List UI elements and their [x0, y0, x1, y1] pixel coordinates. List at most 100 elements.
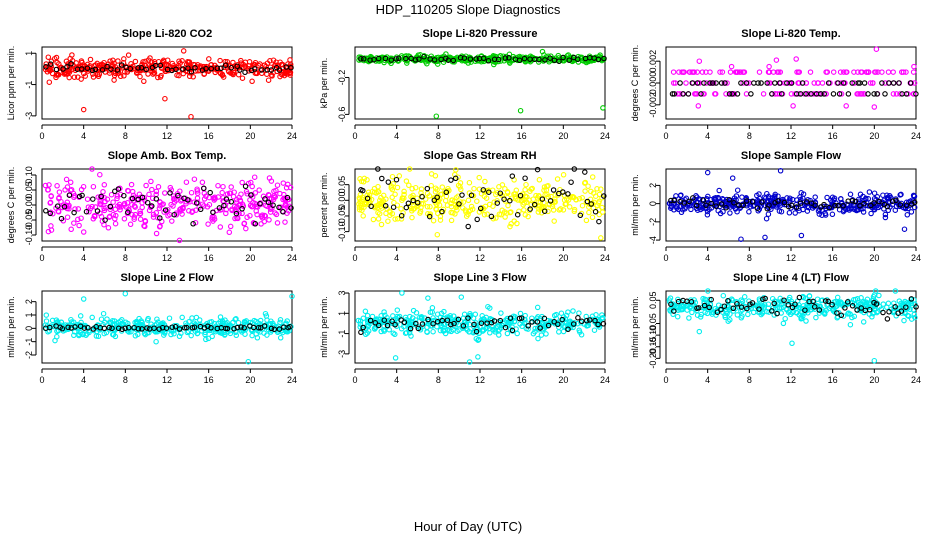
data-point	[72, 206, 78, 212]
data-point	[432, 173, 439, 179]
panel-title: Slope Gas Stream RH	[423, 150, 536, 162]
panel-9: Slope Line 4 (LT) Flow 0 4 8 12 16 20 24 0.05 -0.…	[630, 272, 921, 385]
data-point	[277, 317, 284, 323]
data-point	[734, 187, 741, 193]
data-point	[161, 332, 167, 338]
data-point	[148, 178, 154, 185]
data-point	[756, 69, 763, 75]
data-point	[76, 322, 83, 328]
x-tick-label: 0	[352, 253, 357, 263]
x-tick-label: 8	[747, 131, 752, 141]
baseline-point	[525, 323, 531, 329]
data-point	[98, 316, 105, 322]
x-tick-label: 16	[204, 375, 214, 385]
baseline-point	[582, 169, 588, 175]
baseline-point	[392, 321, 398, 328]
baseline-point	[601, 193, 607, 199]
data-point	[421, 56, 428, 63]
data-point	[284, 318, 290, 324]
baseline-point	[834, 310, 840, 316]
data-point	[847, 191, 854, 198]
data-point	[201, 203, 207, 209]
baseline-point	[771, 300, 777, 307]
baseline-point	[214, 65, 221, 72]
data-point	[432, 185, 439, 191]
data-point	[460, 199, 467, 205]
data-point	[90, 183, 97, 190]
baseline-point	[364, 195, 371, 202]
baseline-point	[686, 198, 692, 205]
x-tick-label: 12	[786, 253, 796, 263]
data-point	[385, 218, 391, 224]
data-point	[413, 310, 420, 316]
baseline-point	[830, 91, 837, 97]
data-point	[433, 206, 439, 212]
data-point	[481, 193, 488, 200]
data-point	[792, 210, 798, 216]
data-point	[392, 191, 398, 198]
data-point	[155, 184, 162, 190]
baseline-point	[695, 305, 702, 311]
y-tick-label: -0.2	[337, 70, 347, 86]
data-point	[902, 205, 909, 212]
baseline-point	[125, 209, 131, 216]
data-point	[712, 91, 719, 97]
data-point	[146, 207, 153, 214]
baseline-point	[829, 301, 835, 308]
data-point	[171, 195, 178, 201]
baseline-point	[276, 67, 283, 73]
data-point	[813, 314, 819, 321]
baseline-point	[509, 173, 516, 179]
data-point	[911, 204, 918, 211]
baseline-point	[688, 299, 695, 305]
data-point	[541, 184, 548, 190]
data-point	[589, 316, 595, 323]
data-point	[727, 69, 734, 75]
data-point	[203, 193, 209, 199]
baseline-point	[84, 65, 91, 71]
x-tick-label: 0	[39, 375, 44, 385]
baseline-point	[547, 55, 553, 61]
data-point	[822, 210, 828, 217]
x-tick-label: 12	[786, 131, 796, 141]
data-point	[250, 199, 256, 206]
baseline-point	[560, 54, 566, 61]
data-point	[802, 295, 809, 301]
x-tick-label: 24	[911, 131, 921, 141]
data-point	[904, 212, 911, 218]
y-tick-label: 0.002	[648, 50, 658, 73]
data-point	[87, 205, 94, 212]
data-point	[522, 59, 529, 65]
baseline-point	[740, 202, 747, 209]
baseline-point	[527, 206, 533, 212]
data-point	[67, 55, 73, 62]
data-point	[364, 330, 371, 336]
data-point	[787, 197, 793, 203]
data-point	[211, 320, 218, 327]
baseline-point	[865, 91, 871, 97]
outlier-point	[777, 168, 784, 174]
y-tick-label: -4	[648, 236, 658, 244]
data-point	[717, 69, 723, 75]
baseline-point	[419, 321, 426, 327]
data-point	[754, 192, 760, 199]
baseline-point	[802, 307, 808, 313]
data-point	[90, 74, 97, 80]
data-point	[514, 330, 520, 337]
baseline-point	[61, 204, 68, 210]
baseline-point	[233, 210, 240, 217]
baseline-point	[372, 320, 379, 326]
data-point	[590, 190, 597, 196]
y-tick-label: 0.05	[24, 181, 34, 199]
data-point	[728, 305, 735, 312]
baseline-point	[703, 202, 709, 209]
y-tick-label: -0.20	[648, 348, 658, 369]
data-point	[834, 303, 840, 309]
data-point	[402, 330, 409, 336]
data-point	[266, 192, 272, 199]
y-tick-label: -1	[24, 81, 34, 89]
data-point	[823, 91, 829, 97]
data-point	[205, 221, 211, 227]
data-point	[359, 196, 365, 203]
data-point	[118, 204, 124, 210]
